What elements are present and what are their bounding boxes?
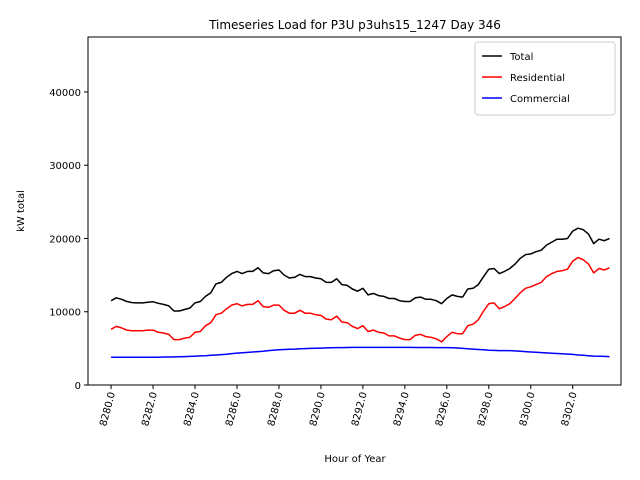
- legend-label-commercial: Commercial: [510, 94, 570, 105]
- chart-title: Timeseries Load for P3U p3uhs15_1247 Day…: [208, 18, 501, 32]
- y-tick-label: 40000: [49, 88, 81, 99]
- legend-box: [474, 41, 616, 116]
- y-tick-label: 0: [75, 381, 81, 392]
- legend-label-residential: Residential: [510, 73, 565, 84]
- series-line-residential: [110, 256, 610, 343]
- plot-frame: [87, 36, 622, 386]
- y-tick-label: 20000: [49, 234, 81, 245]
- series-line-commercial: [111, 346, 610, 358]
- legend-label-total: Total: [509, 52, 533, 63]
- y-axis-label: kW total: [16, 190, 27, 232]
- x-axis-label: Hour of Year: [324, 454, 386, 465]
- y-axis-ticks: 0 10000 20000 30000 40000: [49, 88, 88, 392]
- y-tick-label: 30000: [49, 161, 81, 172]
- legend: Total Residential Commercial: [474, 41, 616, 116]
- series-layer: [110, 227, 610, 358]
- series-line-total: [110, 227, 610, 312]
- y-tick-label: 10000: [49, 308, 81, 319]
